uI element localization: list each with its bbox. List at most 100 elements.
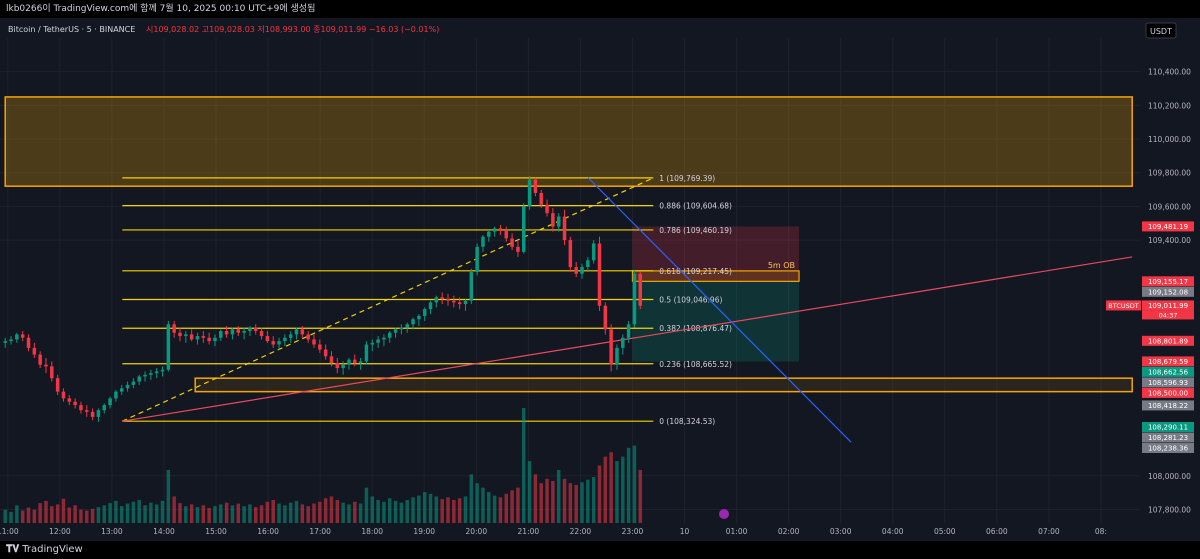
price-tag	[1142, 387, 1194, 398]
volume-bar	[475, 483, 479, 523]
volume-bar	[61, 498, 66, 523]
candle-body	[38, 354, 42, 365]
candle-body	[434, 297, 439, 303]
volume-bar	[306, 506, 310, 523]
volume-bar	[288, 502, 293, 523]
volume-bar	[248, 504, 252, 523]
position-tool[interactable]: 5m OB	[631, 226, 800, 362]
volume-bar	[376, 500, 380, 523]
brand-label: TradingView	[22, 544, 83, 555]
volume-bar	[638, 469, 643, 523]
candle-body	[621, 337, 625, 348]
candle-body	[207, 337, 211, 342]
candle-body	[323, 349, 328, 357]
volume-bar	[434, 496, 439, 523]
price-tick-label: 110,000.00	[1148, 135, 1191, 144]
price-tag	[1142, 366, 1194, 377]
candle-body	[108, 398, 112, 406]
news-marker-icon[interactable]	[719, 509, 729, 519]
time-tick-label: 07:00	[1038, 527, 1060, 536]
volume-bar	[457, 498, 462, 523]
price-tick-label: 110,200.00	[1148, 101, 1191, 110]
candle-body	[213, 337, 217, 342]
trendline-blue-downtrend	[587, 177, 852, 443]
trendline-red-diagonal	[122, 256, 1133, 422]
volume-bar	[422, 492, 427, 523]
volume-bar	[137, 500, 141, 523]
volume-bar	[417, 495, 421, 523]
candle-body	[492, 228, 497, 232]
price-axis[interactable]: 107,800.00 108,000.00 109,400.00 109,600.00…	[1148, 68, 1191, 515]
candle-body	[271, 341, 275, 345]
volume-bar	[364, 487, 369, 523]
time-tick-label: 12:00	[49, 527, 71, 536]
volume-bar	[556, 469, 561, 523]
fib-label-0.886: 0.886 (109,604.68)	[659, 202, 732, 211]
volume-bar	[568, 483, 573, 523]
price-tick-label: 107,800.00	[1148, 506, 1191, 515]
volume-bar	[591, 477, 596, 523]
candle-body	[452, 300, 456, 303]
volume-bar	[440, 499, 444, 523]
currency-badge[interactable]	[1145, 22, 1177, 39]
volume-bar	[527, 461, 532, 523]
candle-body	[55, 378, 60, 392]
candle-body	[335, 363, 340, 369]
volume-bar	[50, 506, 54, 523]
volume-bar	[242, 506, 246, 523]
volume-bar	[353, 501, 357, 523]
candle-body	[230, 329, 235, 335]
candle-body	[603, 305, 608, 330]
price-tag	[1142, 356, 1194, 367]
volume-bar	[166, 469, 171, 523]
time-tick-label: 15:00	[205, 527, 227, 536]
price-tag-label: 109,481.19	[1148, 223, 1188, 231]
volume-bar	[283, 505, 287, 523]
zone-demand	[194, 377, 1133, 393]
price-tag-label: 109,152.08	[1148, 288, 1188, 296]
price-tag	[1142, 432, 1194, 443]
candle-body	[387, 332, 392, 338]
volume-bar	[44, 500, 48, 523]
candle-body	[440, 297, 444, 300]
candle-body	[201, 336, 206, 338]
fib-retracement[interactable]: 1 (109,769.39) 0.886 (109,604.68) 0.786 (1…	[122, 174, 732, 426]
candle-body	[411, 319, 415, 325]
volume-bar	[323, 498, 328, 523]
candle-body	[242, 331, 246, 333]
volume-bar	[521, 408, 526, 523]
candle-body	[329, 356, 334, 364]
stop-zone	[632, 226, 800, 282]
candle-body	[79, 405, 83, 411]
volume-bar	[370, 496, 375, 523]
time-tick-label: 19:00	[413, 527, 435, 536]
volume-bar	[154, 504, 159, 523]
time-tick-label: 11:00	[0, 527, 19, 536]
candle-body	[358, 361, 363, 364]
volume-bar	[504, 493, 509, 523]
time-tick-label: 10	[680, 527, 690, 536]
candle-body	[353, 359, 357, 364]
candle-body	[119, 388, 124, 392]
fib-label-0.5: 0.5 (109,046.96)	[659, 296, 722, 305]
volume-bar	[510, 490, 514, 523]
volume-bar	[79, 509, 83, 523]
volume-bar	[428, 493, 433, 523]
candle-body	[556, 216, 561, 227]
candle-body	[15, 334, 19, 340]
price-tick-label: 108,000.00	[1148, 472, 1191, 481]
candle-body	[288, 334, 293, 338]
price-chart[interactable]: 5m OB 1 (109,769.39) 0.886 (109,604.68) 0.…	[0, 18, 1200, 541]
volume-bar	[533, 474, 538, 523]
candle-body	[50, 366, 54, 379]
candle-body	[26, 337, 31, 348]
volume-bar	[236, 503, 241, 523]
time-tick-label: 13:00	[101, 527, 123, 536]
fib-label-1: 1 (109,769.39)	[659, 174, 715, 183]
candle-body	[539, 192, 543, 205]
candle-body	[137, 376, 141, 382]
time-axis[interactable]: 11:00 12:00 13:00 14:00 15:00 16:00 17:00 18:00…	[0, 527, 1107, 536]
candle-body	[67, 398, 72, 402]
volume-bar	[20, 510, 25, 523]
volume-bar	[405, 500, 409, 523]
